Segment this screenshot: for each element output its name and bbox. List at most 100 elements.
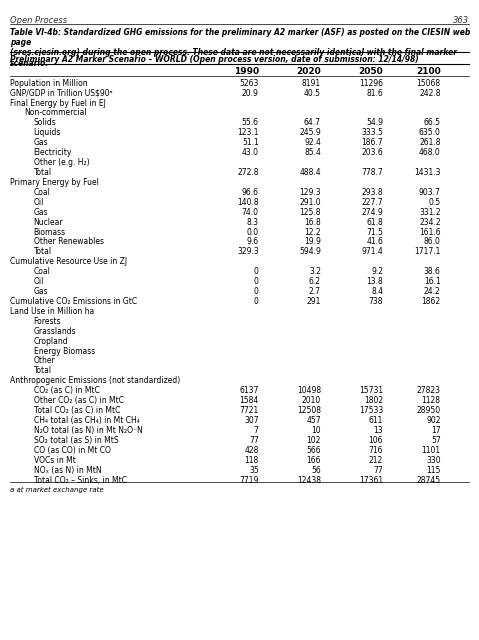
Text: 16.8: 16.8 xyxy=(304,218,321,227)
Text: 140.8: 140.8 xyxy=(237,198,259,207)
Text: 227.7: 227.7 xyxy=(362,198,383,207)
Text: 594.9: 594.9 xyxy=(299,247,321,257)
Text: 1990: 1990 xyxy=(234,67,259,76)
Text: 129.3: 129.3 xyxy=(299,188,321,197)
Text: 9.6: 9.6 xyxy=(247,237,259,246)
Text: 8191: 8191 xyxy=(302,79,321,88)
Text: CO (as CO) in Mt CO: CO (as CO) in Mt CO xyxy=(34,445,110,455)
Text: Coal: Coal xyxy=(34,188,50,197)
Text: 16.1: 16.1 xyxy=(424,277,441,286)
Text: 274.9: 274.9 xyxy=(362,207,383,217)
Text: 291: 291 xyxy=(307,297,321,306)
Text: VOCs in Mt: VOCs in Mt xyxy=(34,456,75,465)
Text: 12508: 12508 xyxy=(297,406,321,415)
Text: 738: 738 xyxy=(369,297,383,306)
Text: 54.9: 54.9 xyxy=(366,118,383,127)
Text: 307: 307 xyxy=(244,416,259,425)
Text: Oil: Oil xyxy=(34,198,44,207)
Text: Total CO₂ – Sinks, in MtC: Total CO₂ – Sinks, in MtC xyxy=(34,476,126,484)
Text: 17361: 17361 xyxy=(359,476,383,484)
Text: 81.6: 81.6 xyxy=(366,88,383,98)
Text: 20.9: 20.9 xyxy=(242,88,259,98)
Text: GNP/GDP in Trillion US$90ᵃ: GNP/GDP in Trillion US$90ᵃ xyxy=(10,88,112,98)
Text: 245.9: 245.9 xyxy=(299,128,321,138)
Text: 12.2: 12.2 xyxy=(304,227,321,237)
Text: 7719: 7719 xyxy=(240,476,259,484)
Text: N₂O total (as N) in Mt N₂O⁻N: N₂O total (as N) in Mt N₂O⁻N xyxy=(34,426,142,435)
Text: Energy Biomass: Energy Biomass xyxy=(34,347,95,356)
Text: Biomass: Biomass xyxy=(34,227,66,237)
Text: 40.5: 40.5 xyxy=(304,88,321,98)
Text: 902: 902 xyxy=(426,416,441,425)
Text: Other CO₂ (as C) in MtC: Other CO₂ (as C) in MtC xyxy=(34,396,124,405)
Text: 428: 428 xyxy=(244,445,259,455)
Text: 2100: 2100 xyxy=(416,67,441,76)
Text: 9.2: 9.2 xyxy=(371,268,383,276)
Text: Cumulative CO₂ Emissions in GtC: Cumulative CO₂ Emissions in GtC xyxy=(10,297,137,306)
Text: 17533: 17533 xyxy=(359,406,383,415)
Text: 2010: 2010 xyxy=(302,396,321,405)
Text: 115: 115 xyxy=(426,466,441,475)
Text: 1802: 1802 xyxy=(364,396,383,405)
Text: Open Process: Open Process xyxy=(10,16,67,25)
Text: 0.0: 0.0 xyxy=(247,227,259,237)
Text: 1431.3: 1431.3 xyxy=(414,168,441,177)
Text: 261.8: 261.8 xyxy=(419,138,441,147)
Text: 17: 17 xyxy=(431,426,441,435)
Text: 15731: 15731 xyxy=(359,386,383,396)
Text: Table VI-4b: Standardized GHG emissions for the preliminary A2 marker (ASF) as p: Table VI-4b: Standardized GHG emissions … xyxy=(10,28,470,68)
Text: 106: 106 xyxy=(369,436,383,445)
Text: 6.2: 6.2 xyxy=(309,277,321,286)
Text: Total CO₂ (as C) in MtC: Total CO₂ (as C) in MtC xyxy=(34,406,120,415)
Text: 0: 0 xyxy=(254,268,259,276)
Text: 6137: 6137 xyxy=(240,386,259,396)
Text: 7721: 7721 xyxy=(240,406,259,415)
Text: 85.4: 85.4 xyxy=(304,148,321,157)
Text: CO₂ (as C) in MtC: CO₂ (as C) in MtC xyxy=(34,386,100,396)
Text: Solids: Solids xyxy=(34,118,56,127)
Text: 272.8: 272.8 xyxy=(237,168,259,177)
Text: 330: 330 xyxy=(426,456,441,465)
Text: Gas: Gas xyxy=(34,287,48,296)
Text: Other Renewables: Other Renewables xyxy=(34,237,103,246)
Text: Oil: Oil xyxy=(34,277,44,286)
Text: Population in Million: Population in Million xyxy=(10,79,87,88)
Text: Gas: Gas xyxy=(34,138,48,147)
Text: Cumulative Resource Use in ZJ: Cumulative Resource Use in ZJ xyxy=(10,257,127,266)
Text: 19.9: 19.9 xyxy=(304,237,321,246)
Text: 71.5: 71.5 xyxy=(366,227,383,237)
Text: 51.1: 51.1 xyxy=(242,138,259,147)
Text: 27823: 27823 xyxy=(417,386,441,396)
Text: 971.4: 971.4 xyxy=(362,247,383,257)
Text: CH₄ total (as CH₄) in Mt CH₄: CH₄ total (as CH₄) in Mt CH₄ xyxy=(34,416,139,425)
Text: 0: 0 xyxy=(254,287,259,296)
Text: 363: 363 xyxy=(453,16,469,25)
Text: 8.4: 8.4 xyxy=(371,287,383,296)
Text: 161.6: 161.6 xyxy=(419,227,441,237)
Text: 66.5: 66.5 xyxy=(424,118,441,127)
Text: 57: 57 xyxy=(431,436,441,445)
Text: 41.6: 41.6 xyxy=(366,237,383,246)
Text: Non-commercial: Non-commercial xyxy=(24,108,87,118)
Text: 1584: 1584 xyxy=(240,396,259,405)
Text: SO₂ total (as S) in MtS: SO₂ total (as S) in MtS xyxy=(34,436,118,445)
Text: 24.2: 24.2 xyxy=(424,287,441,296)
Text: 118: 118 xyxy=(244,456,259,465)
Text: 611: 611 xyxy=(369,416,383,425)
Text: 778.7: 778.7 xyxy=(362,168,383,177)
Text: 234.2: 234.2 xyxy=(419,218,441,227)
Text: 329.3: 329.3 xyxy=(237,247,259,257)
Text: Anthropogenic Emissions (not standardized): Anthropogenic Emissions (not standardize… xyxy=(10,376,180,385)
Text: 2020: 2020 xyxy=(296,67,321,76)
Text: 74.0: 74.0 xyxy=(242,207,259,217)
Text: 38.6: 38.6 xyxy=(424,268,441,276)
Text: 125.8: 125.8 xyxy=(299,207,321,217)
Text: 203.6: 203.6 xyxy=(362,148,383,157)
Text: 0.5: 0.5 xyxy=(429,198,441,207)
Text: 64.7: 64.7 xyxy=(304,118,321,127)
Text: 35: 35 xyxy=(249,466,259,475)
Text: 28950: 28950 xyxy=(417,406,441,415)
Text: 43.0: 43.0 xyxy=(242,148,259,157)
Text: 92.4: 92.4 xyxy=(304,138,321,147)
Text: a at market exchange rate: a at market exchange rate xyxy=(10,488,103,493)
